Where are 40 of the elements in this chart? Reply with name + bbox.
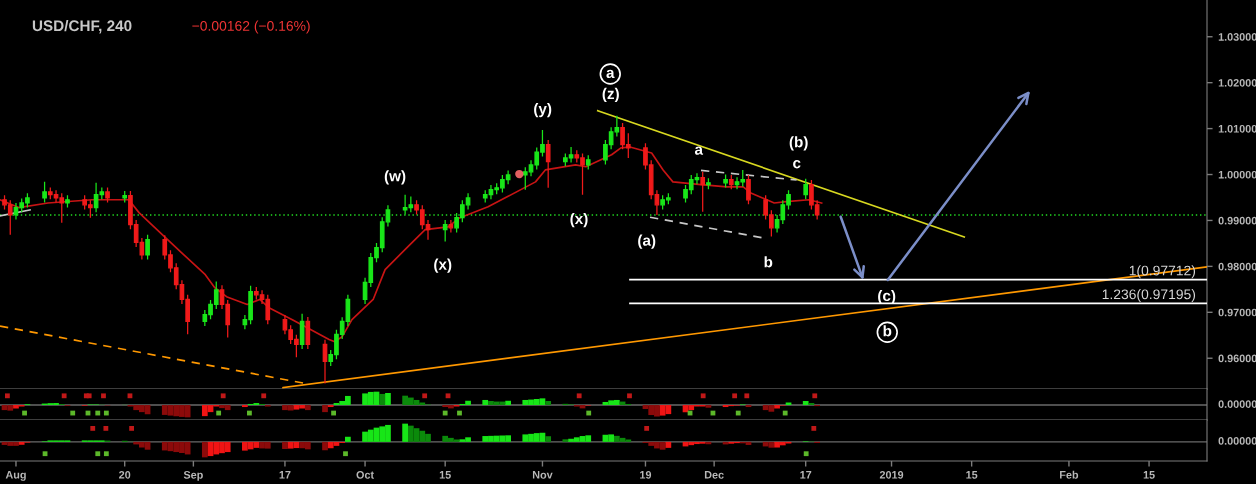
- text: −0.00162 (−0.16%): [192, 20, 310, 34]
- annotation: b: [764, 256, 773, 268]
- annotation: (y): [534, 102, 552, 118]
- x-tick-label: Oct: [356, 471, 374, 479]
- annotation: a: [694, 146, 704, 155]
- annotation: (x): [434, 258, 452, 273]
- annotation: b: [883, 325, 892, 337]
- x-tick-label: Dec: [704, 471, 724, 479]
- text: USD/CHF, 240: [32, 19, 132, 34]
- annotation: (z): [602, 87, 619, 103]
- x-tick-label: 17: [279, 471, 291, 479]
- annotation: a: [606, 69, 615, 79]
- y-tick-label: 1.03000: [1218, 33, 1256, 41]
- x-tick-label: 2019: [879, 471, 904, 479]
- annotation: (a): [638, 234, 656, 249]
- ref-line-label: 0.00000: [1218, 437, 1256, 445]
- x-tick-label: 17: [800, 471, 812, 479]
- y-tick-label: 0.99000: [1218, 216, 1256, 225]
- annotation: (c): [878, 289, 896, 305]
- y-tick-label: 1.00000: [1218, 170, 1256, 179]
- ref-line-label: 0.00000: [1218, 400, 1256, 408]
- x-tick-label: 20: [119, 471, 131, 479]
- x-tick-label: 15: [439, 471, 451, 479]
- x-tick-label: 15: [966, 471, 978, 479]
- y-tick-label: 0.96000: [1218, 354, 1256, 363]
- y-tick-label: 0.97000: [1218, 308, 1256, 317]
- annotation: (b): [789, 136, 808, 151]
- x-tick-label: Feb: [1060, 470, 1079, 479]
- y-tick-label: 1.01000: [1218, 124, 1256, 133]
- x-tick-label: Sep: [183, 471, 203, 481]
- y-tick-label: 1.02000: [1218, 79, 1256, 87]
- annotation: (w): [384, 170, 406, 185]
- y-tick-label: 0.98000: [1218, 262, 1256, 271]
- x-tick-label: 19: [640, 471, 652, 479]
- annotation: (x): [570, 212, 588, 228]
- x-tick-label: Aug: [5, 471, 26, 481]
- x-tick-label: 15: [1143, 471, 1155, 479]
- series-label: 1.236(0.97195): [1102, 289, 1196, 302]
- x-tick-label: Nov: [532, 471, 553, 479]
- annotation: c: [793, 160, 801, 169]
